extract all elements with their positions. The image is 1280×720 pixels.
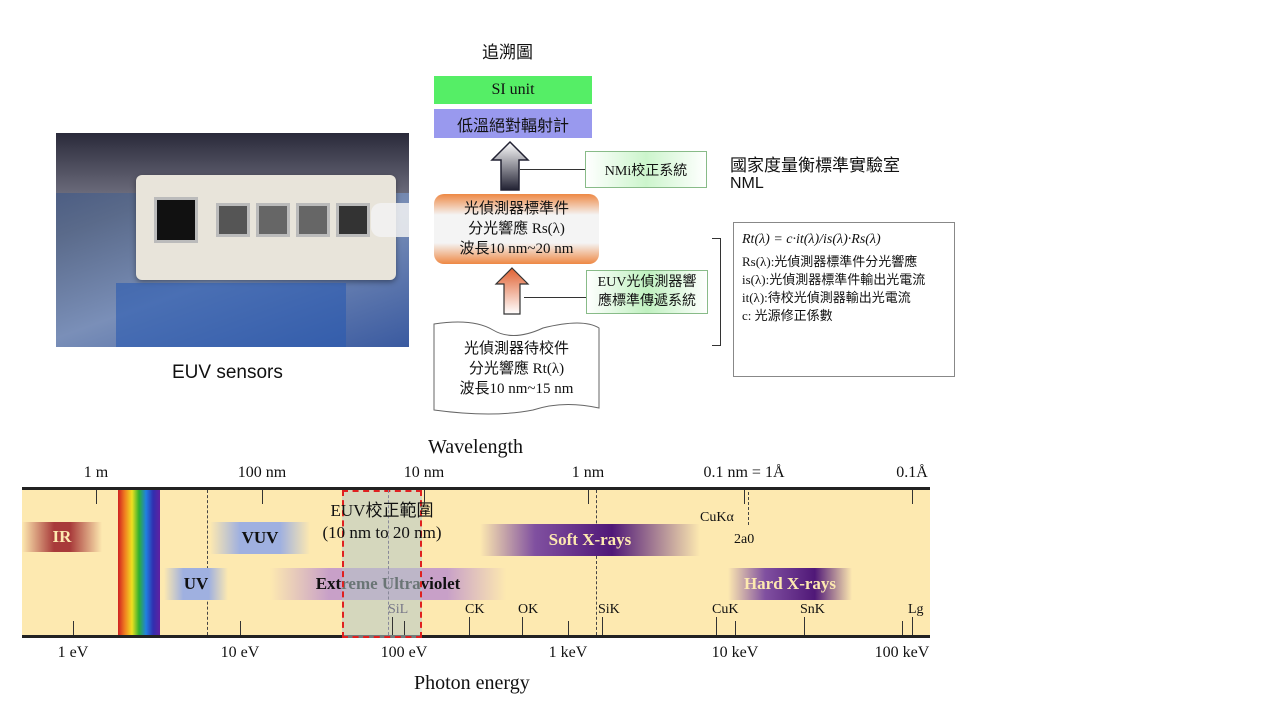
energy-tick — [568, 621, 569, 635]
energy-tick — [902, 621, 903, 635]
absorption-edge-label: SiK — [598, 602, 620, 617]
euv-range-box — [342, 490, 422, 638]
si-unit-box: SI unit — [434, 76, 592, 104]
energy-tick-label: 1 keV — [548, 644, 588, 661]
euv-range-line1: EUV校正範圍 — [330, 501, 434, 520]
band-hard-xray: Hard X-rays — [728, 568, 852, 600]
band-uv: UV — [164, 568, 228, 600]
sensor-plate — [136, 175, 409, 280]
document-shape — [433, 321, 600, 415]
euv-range-line2: (10 nm to 20 nm) — [322, 523, 442, 542]
band-vuv: VUV — [210, 522, 310, 554]
bracket — [712, 238, 721, 346]
lab-name: 國家度量衡標準實驗室 — [730, 156, 900, 175]
spectrum-chart: IR VUV UV Extreme Ultraviolet Soft X-ray… — [22, 487, 930, 638]
energy-tick-label: 1 eV — [57, 644, 89, 661]
connector-line — [520, 169, 585, 170]
photon-energy-axis-title: Photon energy — [414, 672, 530, 694]
photo-caption: EUV sensors — [172, 362, 283, 383]
radiometer-box: 低溫絕對輻射計 — [434, 109, 592, 138]
dut-detector-box: 光偵測器待校件 分光響應 Rt(λ) 波長10 nm~15 nm — [434, 336, 599, 402]
absorption-edge-label: CK — [465, 602, 485, 617]
dut-line2: 分光響應 Rt(λ) — [468, 361, 565, 377]
wavelength-tick — [912, 490, 913, 504]
energy-tick-label: 10 eV — [220, 644, 260, 661]
formula-def: it(λ):待校光偵測器輸出光電流 — [742, 290, 911, 305]
energy-tick-label: 100 eV — [380, 644, 428, 661]
energy-tick-label: 100 keV — [874, 644, 930, 661]
visible-rainbow — [118, 490, 160, 635]
formula-box: Rt(λ) = c·it(λ)/is(λ)·Rs(λ) Rs(λ):光偵測器標準… — [733, 222, 955, 377]
lab-abbr: NML — [730, 175, 764, 192]
wavelength-tick — [744, 490, 745, 504]
standard-line3: 波長10 nm~20 nm — [459, 241, 574, 257]
energy-tick — [73, 621, 74, 635]
wavelength-tick — [96, 490, 97, 504]
absorption-edge-label: Lg — [908, 602, 924, 617]
absorption-edge-label: SiL — [388, 602, 409, 617]
absorption-edge-label: SnK — [800, 602, 825, 617]
formula-equation: Rt(λ) = c·it(λ)/is(λ)·Rs(λ) — [742, 232, 881, 247]
wavelength-axis-title: Wavelength — [428, 436, 524, 458]
nmi-system-box: NMi校正系統 — [585, 151, 707, 188]
energy-tick — [735, 621, 736, 635]
wavelength-tick — [262, 490, 263, 504]
up-arrow-icon — [490, 140, 530, 191]
band-soft-xray: Soft X-rays — [480, 524, 700, 556]
energy-tick — [404, 621, 405, 635]
formula-def: is(λ):光偵測器標準件輸出光電流 — [742, 272, 926, 287]
absorption-edge-label: OK — [518, 602, 539, 617]
formula-def: Rs(λ):光偵測器標準件分光響應 — [742, 254, 918, 269]
energy-tick-label: 10 keV — [711, 644, 759, 661]
dut-line3: 波長10 nm~15 nm — [459, 381, 574, 397]
transfer-line2: 應標準傳遞系統 — [598, 294, 696, 309]
wavelength-tick — [588, 490, 589, 504]
absorption-edge-tick — [804, 617, 805, 635]
connector-line — [524, 297, 586, 298]
standard-line2: 分光響應 Rs(λ) — [468, 221, 565, 237]
formula-def: c: 光源修正係數 — [742, 308, 833, 323]
standard-detector-box: 光偵測器標準件 分光響應 Rs(λ) 波長10 nm~20 nm — [434, 194, 599, 264]
band-ir: IR — [22, 522, 102, 552]
wavelength-tick — [424, 490, 425, 504]
energy-tick — [240, 621, 241, 635]
cu-k-alpha-label: CuKα — [700, 510, 734, 525]
diagram-title: 追溯圖 — [482, 43, 533, 62]
absorption-edge-tick — [602, 617, 603, 635]
dut-line1: 光偵測器待校件 — [463, 341, 569, 357]
wavelength-tick-label: 0.1 nm = 1Å — [703, 464, 785, 481]
absorption-edge-tick — [522, 617, 523, 635]
wavelength-tick-label: 1 nm — [571, 464, 605, 481]
wavelength-tick-label: 100 nm — [237, 464, 287, 481]
absorption-edge-label: CuK — [712, 602, 739, 617]
euv-transfer-system-box: EUV光偵測器響 應標準傳遞系統 — [586, 270, 708, 314]
wavelength-tick-label: 10 nm — [403, 464, 445, 481]
standard-line1: 光偵測器標準件 — [463, 201, 569, 217]
up-arrow-icon — [494, 267, 530, 315]
absorption-edge-tick — [392, 617, 393, 635]
euv-range-label: EUV校正範圍 (10 nm to 20 nm) — [307, 500, 457, 544]
wavelength-tick-label: 0.1Å — [896, 464, 928, 481]
wavelength-tick-label: 1 m — [83, 464, 109, 481]
euv-sensors-photo — [56, 133, 409, 347]
transfer-line1: EUV光偵測器響 — [597, 275, 697, 290]
absorption-edge-tick — [716, 617, 717, 635]
absorption-edge-tick — [469, 617, 470, 635]
absorption-edge-tick — [912, 617, 913, 635]
two-a0-label: 2a0 — [734, 532, 755, 547]
